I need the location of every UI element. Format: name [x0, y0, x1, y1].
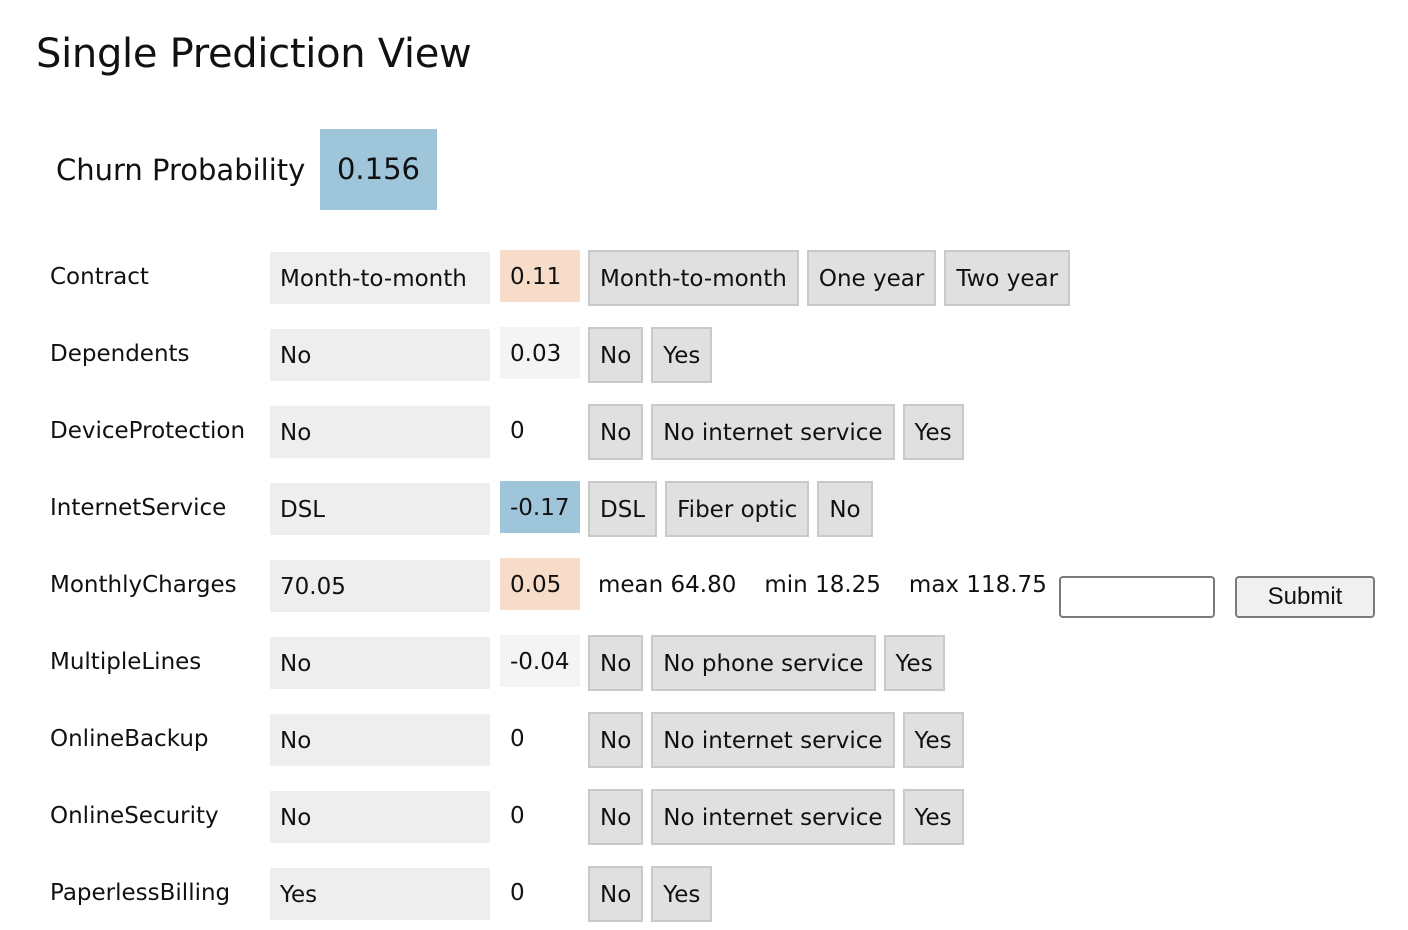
- feature-options: No Yes: [588, 866, 713, 924]
- feature-options: DSL Fiber optic No: [588, 481, 873, 539]
- option-button[interactable]: No: [588, 327, 644, 383]
- option-button[interactable]: No: [588, 866, 644, 922]
- feature-name: InternetService: [50, 495, 227, 521]
- feature-name: Contract: [50, 264, 149, 290]
- feature-row: InternetService DSL -0.17 DSL Fiber optic No: [0, 481, 1408, 537]
- feature-name: Dependents: [50, 341, 190, 367]
- option-button[interactable]: No internet service: [651, 404, 895, 460]
- monthly-charges-input[interactable]: [1059, 576, 1215, 618]
- feature-options: No No phone service Yes: [588, 635, 945, 693]
- feature-contribution: 0.03: [500, 327, 580, 379]
- feature-current-value: Yes: [270, 868, 490, 920]
- option-button[interactable]: DSL: [588, 481, 658, 537]
- feature-row: OnlineSecurity No 0 No No internet service Ye…: [0, 789, 1408, 845]
- feature-options: No Yes: [588, 327, 713, 385]
- feature-options: No No internet service Yes: [588, 404, 964, 462]
- option-button[interactable]: No internet service: [651, 712, 895, 768]
- feature-row: DeviceProtection No 0 No No internet service…: [0, 404, 1408, 460]
- feature-contribution: 0.11: [500, 250, 580, 302]
- feature-current-value: No: [270, 637, 490, 689]
- feature-contribution: 0: [510, 726, 525, 752]
- feature-contribution: 0: [510, 803, 525, 829]
- option-button[interactable]: No phone service: [651, 635, 876, 691]
- feature-row: OnlineBackup No 0 No No internet service Yes: [0, 712, 1408, 768]
- feature-current-value: 70.05: [270, 560, 490, 612]
- stat-min: min 18.25: [764, 572, 881, 598]
- option-button[interactable]: Two year: [944, 250, 1071, 306]
- feature-name: MultipleLines: [50, 649, 202, 675]
- feature-options: No No internet service Yes: [588, 712, 964, 770]
- feature-current-value: No: [270, 329, 490, 381]
- feature-row: Contract Month-to-month 0.11 Month-to-month…: [0, 250, 1408, 306]
- option-button[interactable]: Fiber optic: [665, 481, 810, 537]
- submit-button[interactable]: Submit: [1235, 576, 1375, 618]
- feature-name: MonthlyCharges: [50, 572, 237, 598]
- option-button[interactable]: Yes: [651, 866, 713, 922]
- feature-current-value: No: [270, 714, 490, 766]
- stat-max: max 118.75: [908, 572, 1047, 598]
- option-button[interactable]: Yes: [883, 635, 945, 691]
- feature-contribution: 0.05: [500, 558, 580, 610]
- option-button[interactable]: No: [588, 635, 644, 691]
- feature-name: OnlineSecurity: [50, 803, 219, 829]
- option-button[interactable]: Yes: [902, 789, 964, 845]
- feature-name: OnlineBackup: [50, 726, 209, 752]
- feature-row: MonthlyCharges 70.05 0.05 mean 64.80 min 18.…: [0, 558, 1408, 618]
- feature-current-value: Month-to-month: [270, 252, 490, 304]
- churn-probability-label: Churn Probability: [56, 153, 306, 187]
- feature-contribution: 0: [510, 418, 525, 444]
- option-button[interactable]: Yes: [902, 712, 964, 768]
- option-button[interactable]: No internet service: [651, 789, 895, 845]
- option-button[interactable]: One year: [806, 250, 937, 306]
- page-title: Single Prediction View: [36, 31, 472, 77]
- option-button[interactable]: Month-to-month: [588, 250, 799, 306]
- feature-current-value: No: [270, 406, 490, 458]
- churn-probability-value: 0.156: [320, 129, 437, 210]
- feature-contribution: 0: [510, 880, 525, 906]
- feature-current-value: DSL: [270, 483, 490, 535]
- option-button[interactable]: No: [588, 712, 644, 768]
- stat-mean: mean 64.80: [598, 572, 737, 598]
- option-button[interactable]: Yes: [651, 327, 713, 383]
- feature-row: PaperlessBilling Yes 0 No Yes: [0, 866, 1408, 922]
- feature-contribution: -0.17: [500, 481, 580, 533]
- feature-name: DeviceProtection: [50, 418, 246, 444]
- option-button[interactable]: No: [817, 481, 873, 537]
- feature-row: MultipleLines No -0.04 No No phone service Ye…: [0, 635, 1408, 691]
- feature-name: PaperlessBilling: [50, 880, 231, 906]
- feature-current-value: No: [270, 791, 490, 843]
- feature-options: Month-to-month One year Two year: [588, 250, 1071, 308]
- feature-row: Dependents No 0.03 No Yes: [0, 327, 1408, 383]
- option-button[interactable]: No: [588, 789, 644, 845]
- feature-options: No No internet service Yes: [588, 789, 964, 847]
- feature-contribution: -0.04: [500, 635, 580, 687]
- option-button[interactable]: No: [588, 404, 644, 460]
- option-button[interactable]: Yes: [902, 404, 964, 460]
- feature-stats: mean 64.80 min 18.25 max 118.75: [598, 558, 1047, 612]
